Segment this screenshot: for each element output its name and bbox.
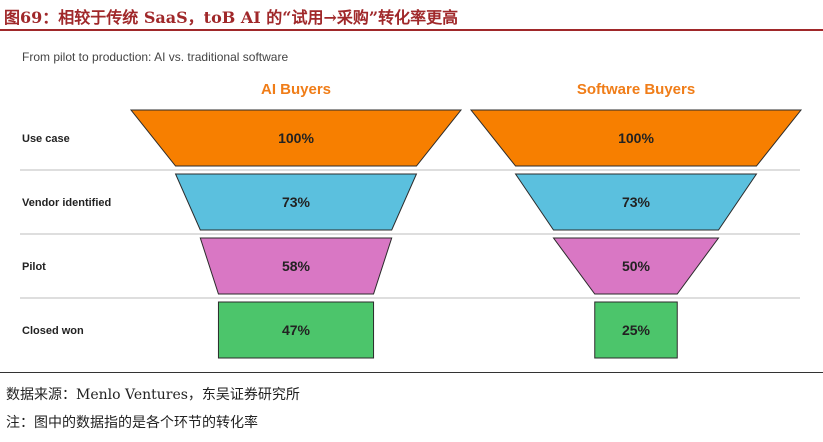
series-header-ai-buyers: AI Buyers	[261, 81, 331, 98]
value-label: 47%	[282, 322, 311, 338]
chart-subtitle: From pilot to production: AI vs. traditi…	[22, 50, 288, 64]
stage-label-closed-won: Closed won	[22, 325, 84, 337]
funnel-segment-use-case	[129, 109, 463, 167]
value-label: 100%	[278, 130, 314, 146]
funnel-segment-pilot	[552, 237, 720, 295]
value-label: 73%	[282, 194, 311, 210]
stage-label-pilot: Pilot	[22, 261, 46, 273]
funnels: AI Buyers 100% 73% 58% 47% Software Buyers 100…	[129, 81, 803, 359]
funnel-segment-vendor-identified	[514, 173, 758, 231]
grid-lines	[20, 169, 800, 299]
funnel-segment-vendor-identified	[174, 173, 418, 231]
footer-rule	[0, 372, 823, 373]
stage-label-use-case: Use case	[22, 133, 70, 145]
funnel-software-buyers: Software Buyers 100% 73% 50% 25%	[469, 81, 803, 359]
funnel-chart: From pilot to production: AI vs. traditi…	[20, 50, 803, 359]
stage-labels: Use case Vendor identified Pilot Closed won	[22, 133, 111, 337]
figure-title: 图69：相较于传统 SaaS，toB AI 的“试用→采购”转化率更高	[4, 8, 459, 27]
stage-label-vendor-identified: Vendor identified	[22, 197, 111, 209]
funnel-segment-closed-won	[217, 301, 375, 359]
value-label: 50%	[622, 258, 651, 274]
series-header-software-buyers: Software Buyers	[577, 81, 695, 98]
value-label: 100%	[618, 130, 654, 146]
data-source: 数据来源：Menlo Ventures，东吴证券研究所	[6, 387, 300, 403]
funnel-segment-closed-won	[594, 301, 678, 359]
title-rule	[0, 29, 823, 31]
funnel-ai-buyers: AI Buyers 100% 73% 58% 47%	[129, 81, 463, 359]
funnel-segment-use-case	[469, 109, 803, 167]
value-label: 73%	[622, 194, 651, 210]
value-label: 58%	[282, 258, 311, 274]
figure-note: 注：图中的数据指的是各个环节的转化率	[6, 415, 258, 431]
funnel-segment-pilot	[199, 237, 393, 295]
value-label: 25%	[622, 322, 651, 338]
